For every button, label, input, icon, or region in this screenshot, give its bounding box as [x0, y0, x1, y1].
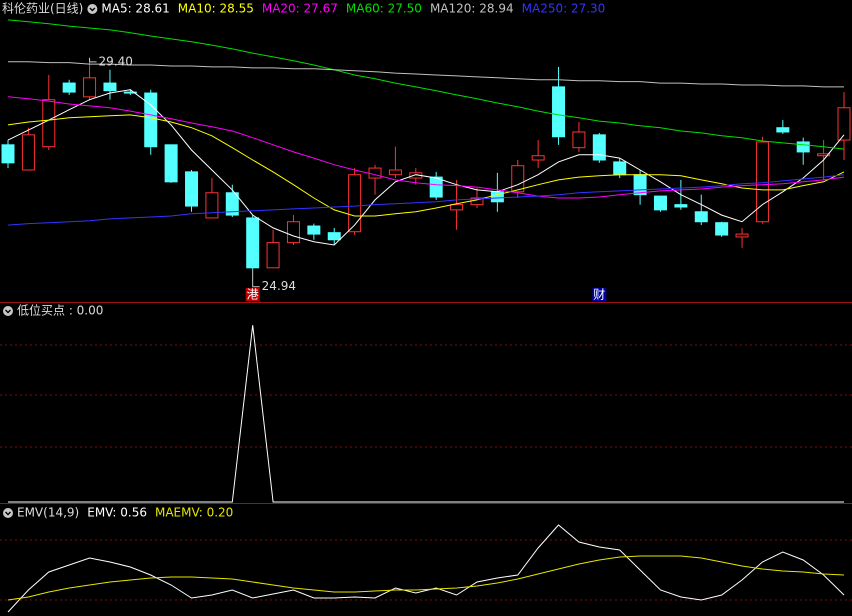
series-line — [7, 96, 845, 199]
menu-icon — [89, 7, 96, 12]
series-line — [7, 114, 845, 217]
candle-body — [185, 171, 199, 207]
event-label: 港 — [247, 288, 259, 302]
legend-entry: MA10: 28.55 — [178, 2, 254, 16]
price-label: 24.94 — [262, 279, 296, 293]
menu-icon — [5, 511, 11, 516]
series-line — [7, 89, 845, 246]
candle-body — [246, 217, 260, 269]
candle-body — [225, 192, 239, 216]
menu-icon — [3, 306, 13, 316]
candle-body — [103, 82, 117, 92]
candle-body — [633, 174, 647, 196]
event-badge — [245, 288, 260, 301]
legend-entry: MAEMV: 0.20 — [155, 506, 233, 520]
candle-body — [164, 144, 178, 183]
candle-body — [755, 141, 769, 223]
series-line — [8, 325, 844, 503]
candle-body — [348, 174, 362, 233]
candle-body — [205, 192, 219, 219]
candle-body — [450, 204, 464, 211]
candle-body — [552, 86, 566, 138]
candle-body — [286, 221, 300, 244]
candle-body — [327, 232, 341, 241]
candle-body — [144, 92, 158, 148]
candle-body — [572, 131, 586, 149]
series-line — [7, 19, 845, 150]
candle-body — [776, 127, 790, 133]
legend-entry: MA60: 27.50 — [346, 2, 422, 16]
chart-title: 科伦药业(日线) — [2, 1, 83, 16]
candle-body — [62, 82, 76, 93]
candle-body — [307, 225, 321, 235]
legend-entry: MA120: 28.94 — [430, 2, 514, 16]
candle-body — [817, 153, 831, 157]
legend-entry: MA250: 27.30 — [522, 2, 606, 16]
event-badge — [592, 288, 607, 301]
candle-body — [1, 144, 15, 164]
candle-body — [735, 233, 749, 238]
candle-body — [796, 141, 810, 153]
series-line — [7, 174, 845, 226]
candle-body — [653, 195, 667, 211]
panel-title: EMV(14,9) — [17, 506, 79, 520]
legend-entry: MA5: 28.61 — [101, 2, 169, 16]
candle-body — [388, 169, 402, 176]
candle-body — [42, 99, 56, 148]
candle-body — [837, 107, 851, 141]
series-line — [8, 61, 844, 88]
candle-body — [429, 176, 443, 198]
price-marker — [252, 269, 260, 288]
candle-body — [592, 134, 606, 161]
menu-icon — [5, 309, 11, 314]
candle-body — [123, 91, 137, 94]
event-label: 财 — [593, 288, 605, 302]
candle-body — [715, 222, 729, 236]
candle-body — [531, 155, 545, 161]
candle-body — [674, 204, 688, 208]
candle-body — [266, 242, 280, 269]
candle-body — [368, 167, 382, 179]
series-line — [7, 524, 845, 613]
menu-icon — [3, 508, 13, 518]
legend-entry: MA20: 27.67 — [262, 2, 338, 16]
price-label: 29.40 — [99, 54, 133, 68]
candle-body — [511, 165, 525, 193]
panel-title: 低位买点 : 0.00 — [17, 303, 103, 318]
candle-body — [694, 211, 708, 223]
menu-icon — [87, 4, 98, 14]
series-line — [7, 555, 845, 601]
candle-body — [83, 77, 97, 98]
legend-entry: EMV: 0.56 — [87, 506, 147, 520]
price-marker — [89, 57, 97, 63]
candle-body — [21, 134, 35, 171]
candle-body — [613, 161, 627, 176]
